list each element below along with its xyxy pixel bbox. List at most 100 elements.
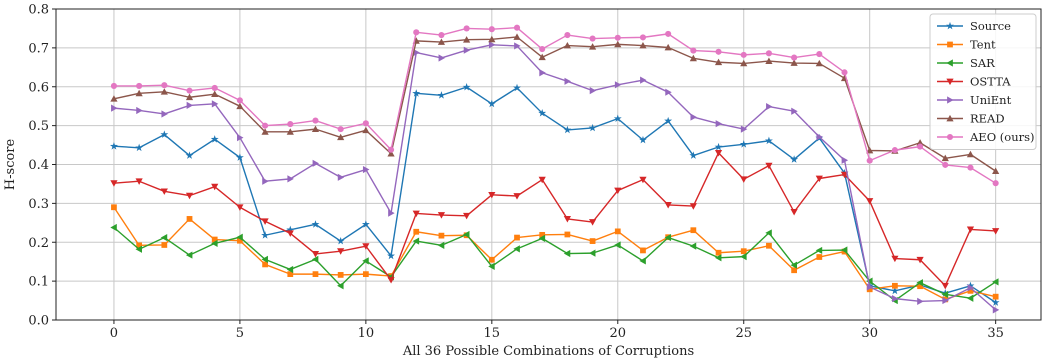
data-point — [740, 253, 747, 261]
data-point — [488, 262, 495, 270]
data-point — [714, 149, 723, 157]
data-point — [488, 191, 496, 199]
y-tick-label: 0.1 — [28, 275, 49, 290]
data-point — [891, 147, 898, 154]
data-point — [287, 121, 294, 128]
data-point — [588, 249, 596, 257]
x-tick-label: 15 — [484, 326, 501, 341]
data-point — [941, 290, 949, 298]
data-point — [488, 41, 496, 49]
data-point — [765, 57, 773, 64]
data-point — [992, 180, 999, 187]
legend-entry: Tent — [937, 38, 996, 52]
legend-entry: SAR — [937, 56, 995, 70]
legend-entry: READ — [937, 112, 1005, 126]
data-point — [563, 216, 571, 223]
data-point — [764, 136, 773, 145]
data-point — [816, 254, 823, 260]
data-point — [589, 87, 597, 95]
data-point — [287, 271, 294, 278]
data-point — [966, 226, 975, 234]
data-point — [261, 231, 270, 239]
legend-label: Tent — [970, 38, 996, 52]
data-point — [286, 230, 294, 237]
data-point — [942, 296, 949, 305]
series-unient — [111, 41, 1000, 314]
data-point — [563, 125, 572, 134]
legend-label: UniEnt — [970, 93, 1012, 107]
data-point — [563, 41, 571, 49]
data-point — [362, 120, 369, 127]
data-point — [840, 246, 848, 254]
data-point — [639, 176, 647, 184]
data-point — [136, 106, 143, 115]
data-point — [538, 234, 546, 242]
data-point — [462, 83, 471, 91]
data-point — [412, 237, 420, 245]
data-point — [892, 282, 898, 289]
data-point — [361, 220, 370, 228]
legend-box — [929, 13, 1037, 150]
x-tick-label: 20 — [610, 326, 627, 341]
data-point — [312, 159, 320, 167]
data-point — [437, 212, 446, 219]
data-point — [916, 256, 924, 264]
data-point — [791, 107, 798, 115]
data-point — [287, 175, 294, 183]
data-point — [539, 69, 546, 77]
data-point — [664, 116, 673, 125]
x-tick-label: 5 — [236, 326, 244, 341]
data-point — [161, 82, 168, 89]
data-point — [160, 88, 168, 95]
data-point — [588, 123, 597, 132]
data-point — [916, 139, 924, 146]
data-point — [689, 151, 698, 159]
data-point — [991, 298, 1000, 306]
data-point — [387, 146, 395, 153]
ticks-layer: 0 5 10 15 20 25 30 35 0.0 0.1 0.2 0.3 0.4 0.5 0.6 0.7 0.… — [28, 3, 1004, 342]
data-point — [513, 245, 520, 253]
data-point — [262, 122, 269, 129]
data-point — [790, 59, 798, 66]
x-tick-label: 35 — [987, 326, 1004, 341]
data-point — [588, 43, 597, 50]
data-point — [388, 209, 395, 217]
data-point — [992, 167, 1000, 174]
data-point — [161, 110, 168, 118]
data-point — [135, 245, 143, 253]
legend-entry: AEO (ours) — [937, 130, 1035, 144]
data-point — [412, 89, 421, 97]
data-point — [337, 248, 345, 255]
data-point — [639, 135, 647, 144]
data-point — [866, 198, 874, 205]
data-point — [160, 130, 169, 138]
data-point — [665, 30, 672, 37]
data-point — [438, 31, 445, 39]
data-point — [211, 100, 219, 108]
data-point — [589, 238, 596, 244]
data-point — [966, 150, 975, 158]
data-point — [387, 150, 395, 157]
data-point — [966, 294, 974, 302]
legend-entry: Source — [937, 19, 1011, 33]
data-point — [286, 265, 294, 274]
data-point — [488, 256, 495, 263]
data-point — [487, 99, 496, 108]
data-point — [237, 134, 244, 142]
data-point — [866, 157, 873, 164]
data-point — [513, 83, 521, 92]
series-aeo-ours — [110, 24, 999, 187]
data-point — [689, 242, 697, 250]
data-point — [917, 143, 924, 150]
data-point — [185, 151, 194, 159]
data-point — [413, 48, 420, 57]
data-point — [766, 102, 773, 111]
y-tick-label: 0.6 — [28, 80, 49, 95]
legend-swatch-marker — [947, 96, 954, 104]
data-point — [815, 59, 823, 67]
data-point — [211, 90, 219, 98]
data-point — [286, 225, 295, 234]
data-point — [412, 210, 420, 218]
data-point — [791, 267, 798, 274]
series-line — [113, 206, 996, 301]
